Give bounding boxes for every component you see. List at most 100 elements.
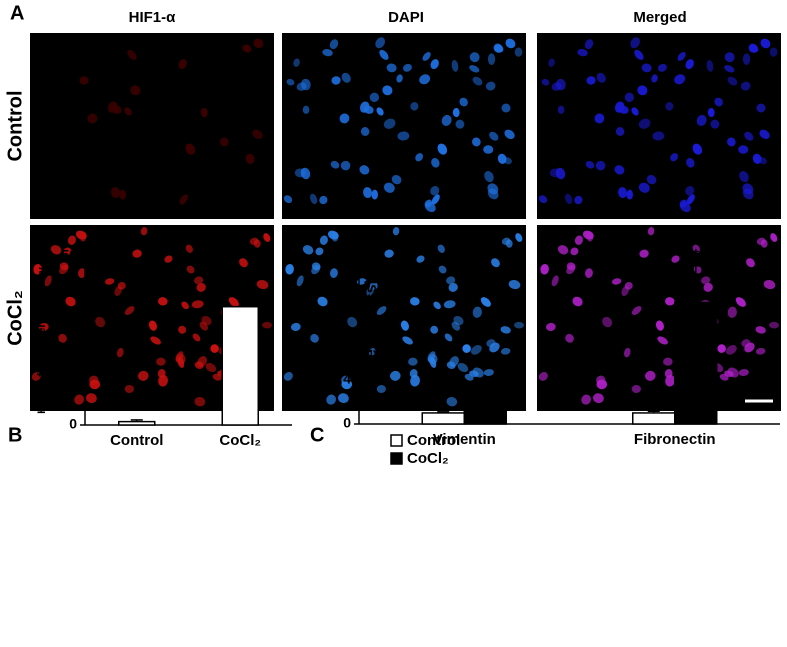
nucleus bbox=[707, 107, 715, 118]
nucleus bbox=[602, 316, 613, 328]
nucleus bbox=[416, 255, 425, 263]
nucleus bbox=[706, 60, 714, 72]
nucleus bbox=[158, 374, 168, 387]
nucleus bbox=[397, 131, 410, 141]
nucleus bbox=[491, 258, 500, 268]
nucleus bbox=[670, 153, 679, 162]
nucleus bbox=[410, 102, 419, 111]
nucleus bbox=[415, 153, 424, 162]
nucleus bbox=[501, 103, 511, 113]
nucleus bbox=[430, 59, 439, 70]
nucleus bbox=[586, 76, 596, 85]
x-tick-label: CoCl₂ bbox=[219, 432, 261, 449]
micrograph bbox=[282, 33, 526, 219]
nucleus bbox=[185, 244, 193, 253]
nucleus bbox=[179, 194, 188, 205]
nucleus bbox=[742, 53, 751, 66]
nucleus bbox=[340, 160, 351, 171]
nucleus bbox=[651, 74, 658, 83]
nucleus bbox=[310, 193, 318, 205]
x-tick-label: Fibronectin bbox=[634, 431, 716, 448]
nucleus bbox=[419, 74, 431, 85]
nucleus bbox=[300, 167, 311, 180]
nucleus bbox=[293, 58, 300, 67]
nucleus bbox=[638, 182, 650, 193]
nucleus bbox=[44, 275, 52, 287]
nucleus bbox=[581, 394, 591, 405]
nucleus bbox=[285, 263, 294, 275]
nucleus bbox=[618, 187, 627, 199]
nucleus bbox=[446, 396, 458, 407]
nucleus bbox=[347, 316, 358, 328]
nucleus bbox=[359, 165, 370, 175]
nucleus bbox=[337, 393, 349, 404]
nucleus bbox=[127, 49, 137, 60]
nucleus bbox=[565, 193, 573, 205]
nucleus bbox=[566, 264, 576, 275]
nucleus bbox=[744, 131, 754, 141]
nucleus bbox=[437, 244, 445, 253]
y-axis-label: Relative expression bbox=[363, 260, 380, 410]
nucleus bbox=[326, 394, 336, 405]
bar bbox=[421, 412, 465, 425]
nucleus bbox=[319, 195, 328, 205]
y-tick-label: 50 bbox=[61, 247, 77, 263]
nucleus bbox=[555, 167, 566, 180]
nucleus bbox=[541, 78, 550, 86]
micrographs bbox=[30, 33, 781, 411]
nucleus bbox=[390, 370, 401, 381]
nucleus bbox=[769, 321, 779, 329]
nucleus bbox=[31, 372, 41, 381]
nucleus bbox=[430, 186, 440, 196]
nucleus bbox=[585, 268, 593, 278]
nucleus bbox=[50, 245, 62, 255]
nucleus bbox=[641, 63, 652, 73]
nucleus bbox=[302, 105, 310, 114]
nucleus bbox=[95, 316, 106, 328]
nucleus bbox=[283, 195, 293, 204]
nucleus bbox=[677, 51, 686, 61]
nucleus bbox=[220, 137, 229, 147]
nucleus bbox=[586, 231, 594, 242]
nucleus bbox=[116, 347, 124, 358]
significance-mark: * bbox=[693, 247, 700, 264]
nucleus bbox=[437, 143, 448, 155]
bar bbox=[118, 420, 156, 426]
nucleus bbox=[150, 336, 161, 345]
nucleus bbox=[296, 275, 304, 287]
nucleus bbox=[391, 174, 402, 185]
nucleus bbox=[383, 182, 395, 193]
bar bbox=[221, 305, 259, 426]
nucleus bbox=[194, 276, 204, 285]
y-tick-label: 4 bbox=[343, 370, 351, 386]
nucleus bbox=[158, 297, 168, 306]
nucleus bbox=[363, 187, 372, 199]
nucleus bbox=[186, 265, 195, 274]
y-tick-label: 16 bbox=[335, 238, 351, 254]
nucleus bbox=[577, 48, 588, 57]
nucleus bbox=[369, 282, 378, 290]
nucleus bbox=[210, 344, 219, 353]
nucleus bbox=[756, 103, 766, 113]
nucleus bbox=[441, 114, 452, 126]
nucleus bbox=[485, 81, 496, 91]
nucleus bbox=[78, 268, 86, 278]
nucleus bbox=[200, 107, 208, 118]
nucleus bbox=[487, 183, 499, 195]
nucleus bbox=[759, 129, 770, 140]
nucleus bbox=[472, 137, 481, 147]
nucleus bbox=[455, 119, 465, 129]
nucleus bbox=[739, 170, 749, 183]
nucleus bbox=[515, 233, 523, 242]
nucleus bbox=[686, 158, 695, 168]
nucleus bbox=[758, 157, 767, 165]
nucleus bbox=[679, 201, 691, 213]
nucleus bbox=[724, 52, 735, 63]
nucleus bbox=[623, 347, 631, 358]
nucleus bbox=[33, 263, 42, 275]
nucleus bbox=[596, 379, 608, 390]
nucleus bbox=[382, 85, 393, 96]
nucleus bbox=[638, 118, 651, 129]
nucleus bbox=[483, 369, 494, 376]
nucleus bbox=[555, 78, 566, 91]
